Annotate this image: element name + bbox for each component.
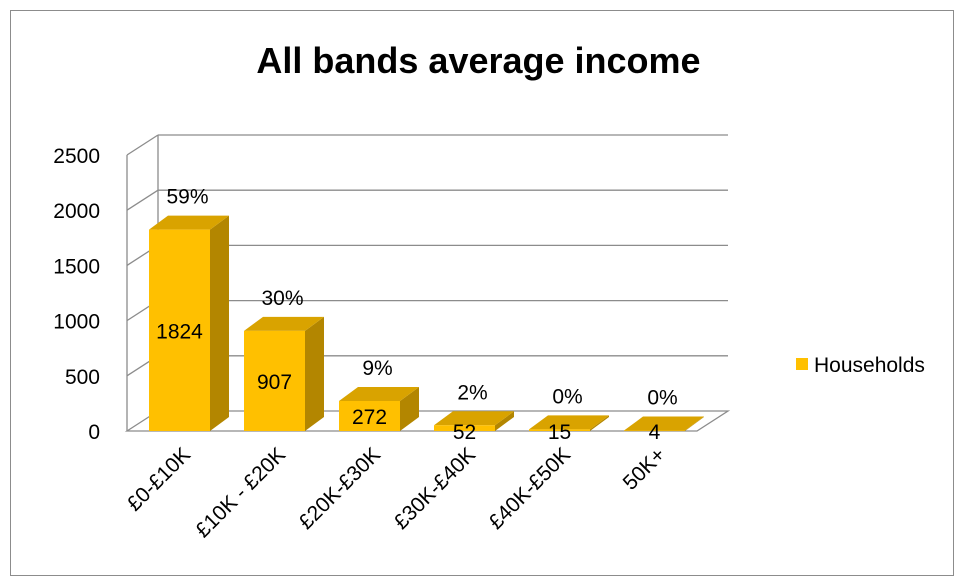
- bar: [529, 429, 590, 431]
- x-tick-label: £0-£10K: [123, 443, 195, 515]
- legend-label: Households: [814, 354, 925, 377]
- y-tick-label: 2500: [53, 145, 100, 168]
- y-tick-label: 1500: [53, 255, 100, 278]
- data-label: 1824: [156, 320, 203, 343]
- chart-title: All bands average income: [256, 40, 701, 81]
- y-tick-label: 0: [88, 421, 100, 444]
- bar-top: [149, 215, 229, 230]
- bar-top: [244, 316, 324, 331]
- bar: [149, 229, 210, 431]
- bar: [434, 425, 495, 431]
- bar-side: [400, 386, 419, 431]
- bar-side: [305, 316, 324, 431]
- side-grid-line: [126, 134, 159, 156]
- x-tick-label: £10K - £20K: [191, 443, 290, 542]
- bar-side: [590, 415, 609, 431]
- data-label: 52: [453, 421, 476, 444]
- legend-swatch: [796, 358, 808, 370]
- y-tick-label: 2000: [53, 200, 100, 223]
- y-tick-label: 1000: [53, 311, 100, 334]
- bar-top: [624, 416, 704, 431]
- percent-label: 59%: [166, 186, 208, 209]
- percent-label: 30%: [261, 287, 303, 310]
- bar: [339, 400, 400, 431]
- x-tick-label: £30K-£40K: [389, 443, 480, 534]
- bar-top: [434, 411, 514, 426]
- x-tick-label: £40K-£50K: [484, 443, 575, 534]
- bar: [624, 430, 685, 432]
- side-grid-line: [126, 189, 159, 211]
- bar-top: [529, 415, 609, 430]
- bar-side: [685, 416, 704, 431]
- bar-top: [339, 386, 419, 401]
- x-tick-label: £20K-£30K: [294, 443, 385, 534]
- floor: [124, 410, 731, 432]
- data-label: 272: [352, 406, 387, 429]
- percent-label: 2%: [457, 381, 487, 404]
- data-label: 4: [649, 421, 661, 444]
- data-label: 15: [548, 421, 571, 444]
- data-label: 907: [257, 371, 292, 394]
- percent-label: 9%: [362, 357, 392, 380]
- percent-label: 0%: [552, 385, 582, 408]
- y-tick-label: 500: [65, 366, 100, 389]
- bar-side: [495, 411, 514, 431]
- x-tick-label: 50K+: [619, 443, 670, 494]
- bar-side: [210, 215, 229, 431]
- percent-label: 0%: [647, 387, 677, 410]
- bar: [244, 330, 305, 431]
